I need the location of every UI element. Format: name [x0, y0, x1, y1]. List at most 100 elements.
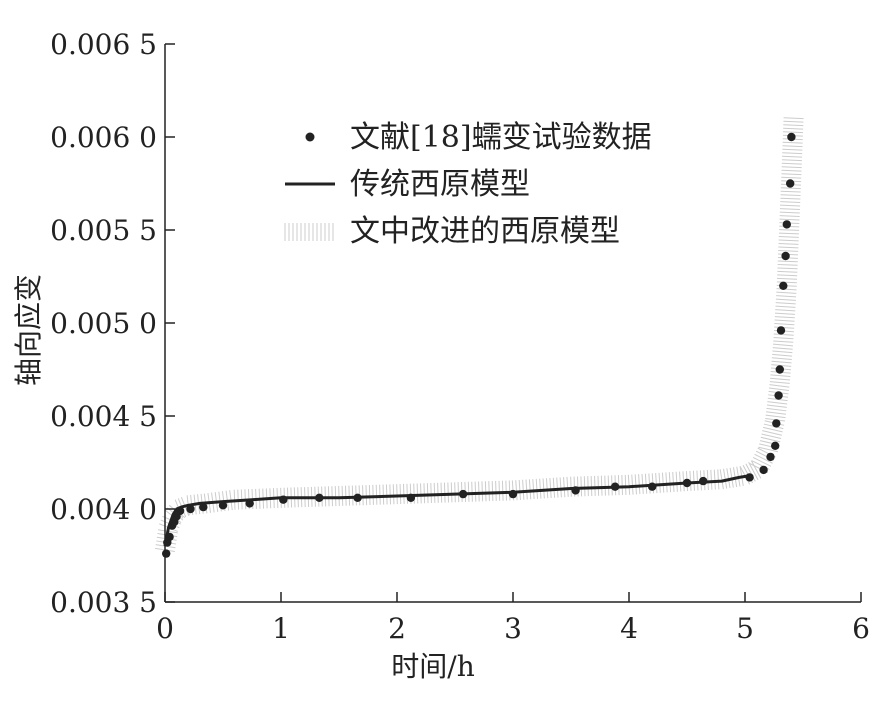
improved-model-hatch	[713, 469, 716, 490]
improved-model-hatch	[399, 483, 402, 505]
improved-model-hatch	[769, 381, 790, 384]
improved-model-hatch	[375, 484, 378, 505]
improved-model-hatch	[478, 481, 480, 502]
data-point	[682, 478, 692, 488]
improved-model-hatch	[769, 384, 790, 388]
improved-model-hatch	[338, 485, 340, 506]
improved-model-hatch	[781, 176, 802, 179]
data-point	[766, 452, 775, 462]
x-tick-label: 1	[272, 612, 290, 645]
improved-model-hatch	[775, 305, 796, 308]
x-tick-label: 2	[388, 612, 406, 645]
y-tick-label: 0.005 0	[50, 307, 157, 340]
improved-model-hatch	[583, 476, 586, 497]
data-point	[199, 502, 208, 512]
improved-model-hatch	[345, 485, 347, 506]
improved-model-hatch	[437, 482, 439, 503]
improved-model-hatch	[426, 483, 429, 504]
data-point	[648, 482, 657, 491]
improved-model-hatch	[488, 481, 490, 502]
y-axis-title: 轴向应变	[12, 274, 45, 386]
improved-model-hatch	[778, 250, 799, 252]
improved-model-hatch	[621, 475, 623, 496]
improved-model-hatch	[768, 387, 789, 392]
improved-model-hatch	[775, 298, 796, 301]
improved-model-hatch	[679, 471, 682, 492]
improved-model-hatch	[627, 474, 631, 495]
improved-model-hatch	[672, 471, 675, 492]
improved-model-hatch	[655, 473, 658, 494]
data-point	[787, 132, 796, 142]
data-point	[315, 493, 324, 502]
improved-model-hatch	[665, 472, 668, 493]
improved-model-hatch	[638, 474, 641, 495]
improved-model-hatch	[522, 479, 525, 500]
improved-model-hatch	[501, 480, 504, 501]
data-point	[786, 179, 795, 188]
data-point	[165, 532, 174, 542]
improved-model-hatch	[778, 232, 799, 235]
data-point	[162, 549, 171, 558]
improved-model-hatch	[781, 159, 802, 162]
data-point	[406, 493, 416, 502]
improved-model-hatch	[783, 127, 804, 130]
improved-model-hatch	[772, 347, 793, 350]
improved-model-hatch	[505, 480, 507, 501]
improved-model-hatch	[631, 474, 634, 495]
improved-model-hatch	[777, 270, 798, 273]
data-point	[745, 473, 754, 482]
improved-model-hatch	[403, 483, 405, 504]
improved-model-hatch	[774, 319, 795, 322]
improved-model-hatch	[545, 478, 549, 499]
improved-model-hatch	[467, 481, 470, 502]
improved-model-hatch	[771, 357, 792, 360]
improved-model-hatch	[778, 239, 799, 242]
improved-model-hatch	[498, 480, 501, 501]
improved-model-hatch	[758, 446, 779, 453]
improved-model-hatch	[416, 483, 419, 504]
improved-model-hatch	[777, 274, 798, 277]
improved-model-hatch	[777, 277, 798, 280]
improved-model-hatch	[777, 267, 798, 270]
improved-model-hatch	[559, 477, 562, 498]
improved-model-hatch	[587, 476, 589, 497]
data-point	[779, 281, 788, 290]
improved-model-hatch	[552, 477, 556, 498]
x-tick-label: 4	[620, 612, 638, 645]
improved-model-hatch	[454, 482, 456, 503]
improved-model-hatch	[762, 430, 782, 436]
improved-model-hatch	[752, 456, 772, 467]
improved-model-hatch	[362, 485, 364, 506]
y-tick-label: 0.006 0	[50, 121, 157, 154]
improved-model-hatch	[420, 483, 422, 504]
improved-model-hatch	[706, 469, 709, 490]
improved-model-hatch	[780, 190, 801, 193]
improved-model-hatch	[780, 194, 801, 197]
improved-model-hatch	[766, 404, 787, 408]
x-tick-label: 6	[852, 612, 870, 645]
legend-label: 传统西原模型	[350, 167, 530, 202]
improved-model-hatch	[450, 482, 453, 503]
legend-label: 文献[18]蠕变试验数据	[350, 120, 652, 155]
legend-label: 文中改进的西原模型	[350, 214, 620, 249]
improved-model-hatch	[783, 124, 804, 127]
improved-model-hatch	[762, 426, 783, 433]
data-point	[218, 501, 228, 510]
improved-model-hatch	[692, 470, 695, 491]
improved-model-hatch	[594, 475, 596, 496]
creep-data-markers	[162, 132, 796, 558]
improved-model-hatch	[447, 482, 449, 503]
improved-model-hatch	[604, 475, 606, 496]
improved-model-hatch	[644, 473, 648, 494]
data-point	[772, 419, 781, 428]
improved-model-hatch	[750, 460, 762, 479]
improved-model-hatch	[433, 482, 436, 503]
improved-model-hatch	[668, 472, 672, 493]
improved-model-hatch	[508, 480, 511, 501]
x-tick-label: 3	[504, 612, 522, 645]
data-point	[353, 493, 362, 502]
improved-model-hatch	[474, 481, 477, 502]
improved-model-hatch	[590, 476, 593, 497]
data-point	[571, 486, 580, 495]
